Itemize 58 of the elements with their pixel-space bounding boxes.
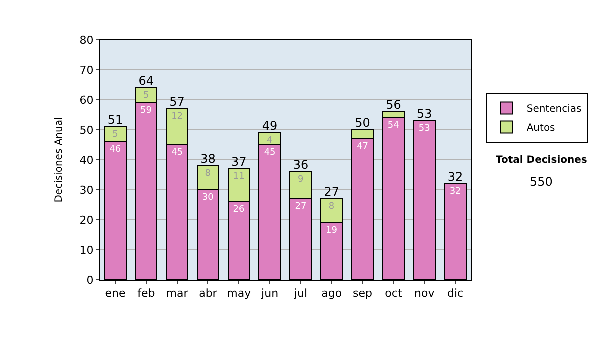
data-label: 45 bbox=[264, 148, 276, 158]
x-tick-label: jun bbox=[260, 287, 279, 300]
data-label: 53 bbox=[418, 124, 430, 134]
total-label: 53 bbox=[416, 107, 432, 121]
y-tick-label: 10 bbox=[80, 244, 94, 257]
x-tick-label: dic bbox=[447, 287, 464, 300]
y-tick-label: 30 bbox=[80, 184, 94, 197]
data-label: 12 bbox=[172, 112, 184, 122]
data-label: 9 bbox=[298, 175, 304, 185]
data-label: 8 bbox=[328, 202, 335, 212]
x-tick-label: abr bbox=[199, 287, 218, 300]
y-tick-label: 80 bbox=[80, 34, 94, 47]
total-label: 36 bbox=[293, 158, 309, 172]
total-label: 32 bbox=[448, 170, 464, 184]
total-label: 56 bbox=[386, 98, 402, 112]
x-tick-label: feb bbox=[138, 287, 156, 300]
y-axis-title: Decisiones Anual bbox=[54, 117, 65, 203]
x-tick-label: oct bbox=[385, 287, 403, 300]
data-label: 30 bbox=[202, 193, 214, 203]
total-label: 50 bbox=[355, 116, 370, 130]
x-tick-label: ene bbox=[105, 287, 126, 300]
total-label: 64 bbox=[138, 74, 154, 88]
data-label: 47 bbox=[357, 142, 369, 152]
data-label: 4 bbox=[267, 136, 274, 146]
text: Total Decisiones bbox=[496, 155, 588, 166]
x-tick-label: may bbox=[227, 287, 252, 300]
data-label: 19 bbox=[326, 226, 338, 236]
y-tick-label: 20 bbox=[80, 214, 94, 227]
x-tick-label: jul bbox=[293, 287, 308, 300]
legend-label: Autos bbox=[526, 123, 556, 134]
total-label: 27 bbox=[324, 185, 340, 199]
data-label: 32 bbox=[450, 187, 462, 197]
data-label: 8 bbox=[205, 169, 212, 179]
data-label: 59 bbox=[140, 106, 152, 116]
total-label: 38 bbox=[200, 152, 216, 166]
total-label: 57 bbox=[170, 95, 185, 109]
data-label: 11 bbox=[233, 172, 245, 182]
data-label: 27 bbox=[295, 202, 307, 212]
y-tick-label: 40 bbox=[80, 154, 94, 167]
x-tick-label: sep bbox=[353, 287, 373, 300]
x-tick-label: mar bbox=[166, 287, 189, 300]
data-label: 45 bbox=[172, 148, 184, 158]
y-tick-label: 0 bbox=[86, 274, 94, 287]
x-tick-label: ago bbox=[322, 287, 342, 300]
data-label: 5 bbox=[112, 130, 118, 140]
data-label: 5 bbox=[144, 91, 150, 101]
data-label: 26 bbox=[233, 205, 245, 215]
text: 550 bbox=[530, 175, 553, 189]
x-tick-label: nov bbox=[414, 287, 436, 300]
y-tick-label: 60 bbox=[80, 94, 94, 107]
legend-label: Sentencias bbox=[526, 104, 582, 116]
total-label: 37 bbox=[231, 155, 247, 169]
data-label: 46 bbox=[110, 145, 122, 155]
y-tick-label: 50 bbox=[80, 124, 94, 137]
data-label: 54 bbox=[388, 121, 400, 131]
total-label: 49 bbox=[262, 119, 278, 133]
y-tick-label: 70 bbox=[80, 64, 94, 77]
total-label: 51 bbox=[108, 113, 124, 127]
